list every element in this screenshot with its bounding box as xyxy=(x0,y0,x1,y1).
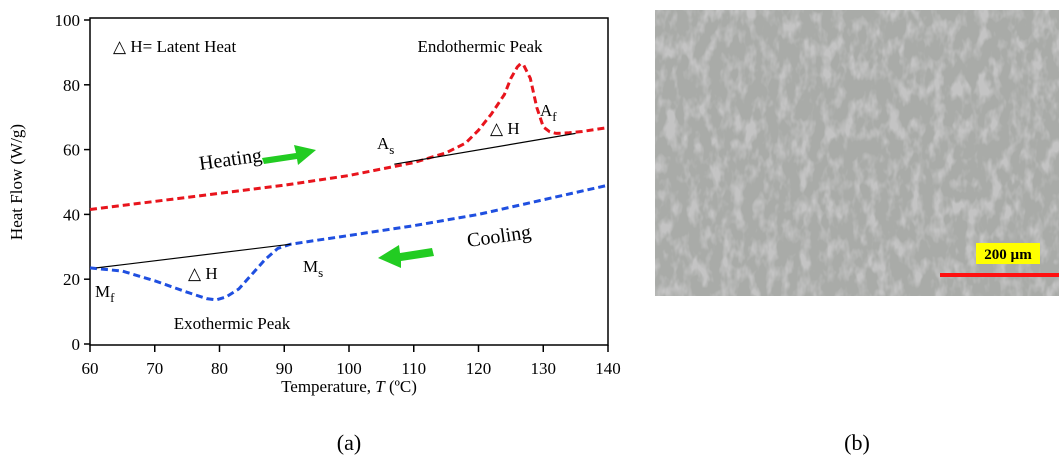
x-label-var: T xyxy=(375,377,386,396)
annotation: △ H xyxy=(490,119,520,138)
panel-label: (a) xyxy=(337,430,361,455)
cooling-arrow xyxy=(378,245,434,268)
annotation-text: Endothermic Peak xyxy=(417,37,543,56)
annotation: Af xyxy=(540,101,557,124)
x-tick-label: 100 xyxy=(336,359,362,378)
annotation: △ H xyxy=(188,264,218,283)
annotation: Ms xyxy=(303,257,323,280)
annotation-text: △ H= Latent Heat xyxy=(113,37,236,56)
x-tick-label: 140 xyxy=(595,359,621,378)
annotation-subscript: f xyxy=(552,109,557,124)
y-tick-label: 80 xyxy=(63,76,80,95)
baseline xyxy=(96,243,291,269)
annotation-text: △ H xyxy=(490,119,520,138)
annotation-text: △ H xyxy=(188,264,218,283)
y-tick-label: 60 xyxy=(63,141,80,160)
x-tick-label: 120 xyxy=(466,359,492,378)
x-tick-label: 90 xyxy=(276,359,293,378)
annotation-subscript: f xyxy=(110,290,115,305)
x-tick-label: 110 xyxy=(401,359,426,378)
y-axis-label: Heat Flow (W/g) xyxy=(7,124,26,240)
x-label-unit: (ºC) xyxy=(385,377,417,396)
y-tick-label: 20 xyxy=(63,270,80,289)
curve xyxy=(89,183,609,302)
x-tick-label: 60 xyxy=(82,359,99,378)
x-axis-label: Temperature, T (ºC) xyxy=(281,377,417,396)
x-tick-label: 70 xyxy=(146,359,163,378)
annotation: As xyxy=(377,134,394,157)
curve xyxy=(89,61,609,211)
y-tick-label: 0 xyxy=(72,335,81,354)
series-label: Heating xyxy=(198,144,264,175)
micrograph: 200 µm xyxy=(655,10,1059,296)
baseline xyxy=(394,132,576,165)
annotation-subscript: s xyxy=(389,142,394,157)
series-label: Cooling xyxy=(466,221,533,252)
annotation: Exothermic Peak xyxy=(174,314,291,333)
scale-bar-box xyxy=(976,243,1040,264)
scale-bar-label: 200 µm xyxy=(984,247,1032,263)
annotation-text: M xyxy=(303,257,318,276)
annotation-text: Exothermic Peak xyxy=(174,314,291,333)
heating-arrow xyxy=(262,145,316,165)
y-tick-label: 40 xyxy=(63,205,80,224)
annotation: Mf xyxy=(95,282,115,305)
annotation: △ H= Latent Heat xyxy=(113,37,236,56)
panel-label: (b) xyxy=(844,430,870,455)
annotation-subscript: s xyxy=(318,265,323,280)
annotation: Endothermic Peak xyxy=(417,37,543,56)
plot-frame xyxy=(89,17,609,346)
x-label-text: Temperature, xyxy=(281,377,375,396)
x-tick-label: 130 xyxy=(531,359,557,378)
annotation-text: A xyxy=(540,101,553,120)
y-tick-label: 100 xyxy=(55,11,81,30)
annotation-text: M xyxy=(95,282,110,301)
annotation-text: A xyxy=(377,134,390,153)
x-tick-label: 80 xyxy=(211,359,228,378)
